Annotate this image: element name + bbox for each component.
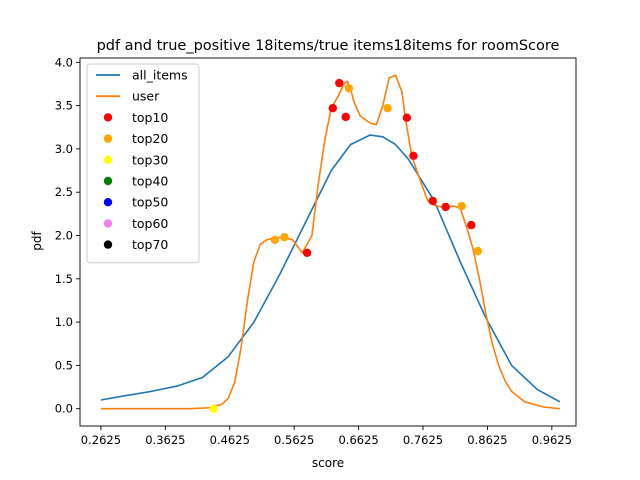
- y-tick-label: 4.0: [55, 55, 73, 69]
- scatter-point-top10: [341, 112, 350, 122]
- legend-label-top20: top20: [132, 131, 168, 146]
- x-tick-label: 0.9625: [532, 433, 572, 447]
- y-axis-label: pdf: [30, 231, 44, 251]
- scatter-point-top20: [383, 104, 392, 113]
- legend-swatch-top30: [103, 155, 113, 164]
- legend-swatch-top10: [103, 113, 113, 122]
- legend-label-top60: top60: [132, 216, 168, 231]
- legend-swatch-top40: [103, 176, 113, 186]
- legend-label-all_items: all_items: [132, 68, 188, 83]
- series-line-all_items: [100, 134, 561, 403]
- scatter-point-top20: [344, 84, 354, 93]
- y-axis: 0.0 0.5 1.0 1.5 2.0 2.5 3.0 3.5 4.0: [55, 55, 80, 416]
- axes-frame: [79, 57, 577, 427]
- x-tick-label: 0.8625: [467, 433, 507, 447]
- scatter-point-top10: [409, 151, 418, 160]
- scatter-point-top10: [328, 104, 337, 113]
- y-tick-label: 3.0: [55, 142, 73, 156]
- x-tick-label: 0.7625: [403, 433, 443, 447]
- x-axis-label: score: [312, 456, 344, 470]
- legend-label-top40: top40: [132, 174, 168, 189]
- scatter-point-top20: [280, 233, 289, 242]
- scatter-point-top30: [209, 404, 218, 413]
- y-tick-label: 2.5: [55, 185, 73, 199]
- x-tick-label: 0.2625: [81, 433, 121, 447]
- legend-swatch-top60: [103, 219, 113, 228]
- legend-label-user: user: [132, 89, 160, 104]
- legend-label-top30: top30: [132, 152, 168, 167]
- legend-box: [86, 63, 200, 264]
- scatter-point-top10: [302, 248, 312, 257]
- legend-label-top70: top70: [132, 237, 168, 252]
- scatter-point-top20: [270, 235, 280, 244]
- y-tick-label: 3.5: [55, 99, 73, 113]
- scatter-point-top10: [402, 113, 412, 122]
- plot-area: [79, 57, 577, 427]
- scatter-point-top10: [428, 196, 437, 206]
- x-tick-label: 0.5625: [274, 433, 314, 447]
- x-axis: 0.2625 0.3625 0.4625 0.5625 0.6625 0.7625 0.86…: [81, 426, 572, 447]
- y-tick-label: 1.5: [55, 272, 73, 286]
- y-tick-label: 0.5: [55, 358, 73, 372]
- scatter-point-top10: [335, 78, 344, 88]
- legend-swatch-top50: [103, 198, 113, 207]
- x-tick-label: 0.6625: [338, 433, 378, 447]
- scatter-point-top20: [457, 201, 466, 211]
- scatter-point-top10: [467, 220, 476, 230]
- y-tick-label: 0.0: [55, 402, 73, 416]
- y-tick-label: 1.0: [55, 315, 73, 329]
- chart-title: pdf and true_positive 18items/true items…: [97, 38, 560, 54]
- legend-label-top50: top50: [132, 195, 168, 210]
- x-tick-label: 0.4625: [210, 433, 250, 447]
- legend-label-top10: top10: [132, 110, 168, 125]
- legend-swatch-top20: [103, 134, 113, 143]
- x-tick-label: 0.3625: [145, 433, 185, 447]
- y-tick-label: 2.0: [55, 229, 73, 243]
- scatter-point-top20: [473, 246, 482, 256]
- series-line-user: [100, 74, 560, 410]
- legend-swatch-top70: [103, 240, 113, 249]
- scatter-point-top10: [441, 202, 450, 212]
